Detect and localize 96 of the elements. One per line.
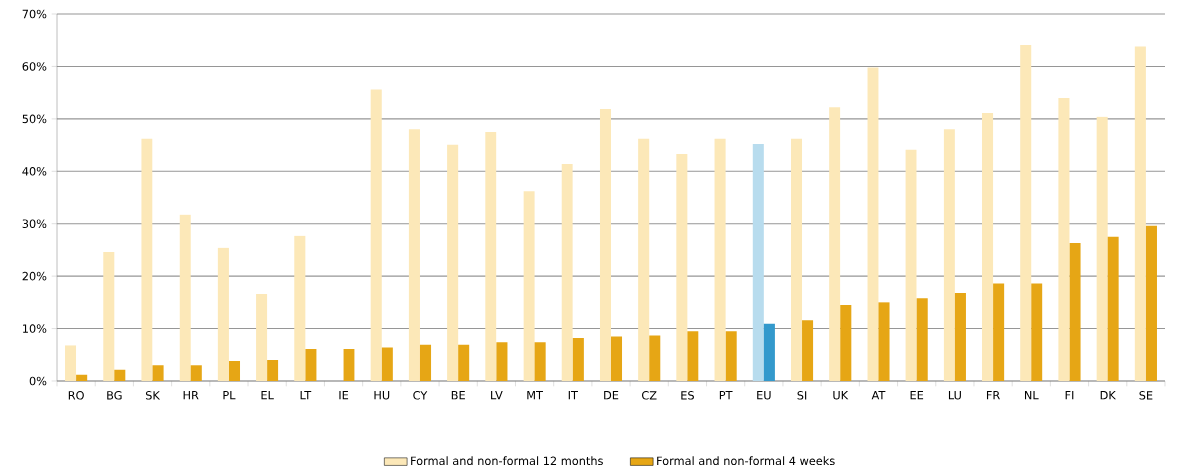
bar [496,342,508,381]
bar [676,153,688,381]
bar [1107,236,1119,381]
x-tick-label: IE [339,390,349,400]
bar [916,298,928,381]
bar [802,320,814,381]
bar [752,143,764,381]
x-tick-label: LV [491,390,503,400]
bar [447,144,459,381]
y-tick-label: 60% [22,62,47,71]
bar [419,344,432,381]
bar [1096,116,1108,381]
bar [152,365,164,381]
bar [381,347,393,381]
x-tick-label: EL [261,390,274,400]
x-tick-label: PL [223,390,236,400]
x-tick-label: MT [527,390,543,400]
legend-label: Formal and non-formal 4 weeks [657,456,835,465]
bar [408,129,420,381]
bar [1134,46,1146,381]
bar [228,360,241,381]
bar [1058,97,1070,381]
x-tick-label: DE [604,390,619,400]
bar [649,335,661,381]
bar [954,292,966,381]
y-tick-label: 50% [22,114,47,124]
bar [256,293,268,381]
x-tick-label: EU [757,390,771,400]
bar [458,344,470,381]
bar [65,345,77,381]
x-tick-label: IT [568,390,578,400]
x-tick-label: SI [797,390,807,400]
x-tick-label: DK [1100,390,1117,400]
bar [790,138,803,381]
bar [561,163,573,381]
bar [867,67,879,381]
bar [1020,44,1032,381]
bar [305,348,317,381]
bar [370,89,382,381]
x-tick-label: LU [948,390,961,400]
x-tick-label: CY [413,390,428,400]
x-tick-label: NL [1024,390,1039,400]
bar [611,336,623,381]
x-tick-label: ES [681,390,694,400]
bar [343,348,355,381]
bar [534,342,546,381]
bar [1031,283,1043,381]
bar [572,337,584,381]
bar [267,359,279,381]
x-tick-label: UK [833,390,849,400]
y-tick-label: 20% [22,271,47,281]
bar [638,138,650,381]
bar [687,331,699,381]
x-tick-label: BG [107,390,122,400]
bar [114,369,126,381]
bar [190,365,202,381]
bar [905,149,917,381]
x-tick-label: SE [1139,390,1153,400]
bar [485,131,497,381]
bar [103,251,115,381]
bar [714,138,726,381]
x-tick-label: BE [451,390,465,400]
legend-label: Formal and non-formal 12 months [411,456,603,465]
bar [76,374,88,381]
bar [141,138,153,381]
bar [599,108,611,381]
bar [725,331,737,381]
bar [294,235,306,381]
bar [1145,225,1157,381]
bar [829,107,841,381]
x-tick-label: HU [374,390,390,400]
x-tick-label: RO [68,390,84,400]
bar [878,302,890,381]
bar [179,214,191,381]
x-tick-label: FR [986,390,1000,400]
x-tick-label: HR [183,390,199,400]
bar [523,191,535,381]
x-tick-label: FI [1065,390,1074,400]
x-tick-label: AT [871,390,886,400]
bar [217,247,229,381]
bar [840,304,852,381]
bar [763,323,775,381]
x-tick-label: PT [719,390,733,400]
x-tick-label: LT [300,390,312,400]
y-tick-label: 40% [22,166,47,176]
x-tick-label: EE [910,390,924,400]
x-tick-label: CZ [642,390,657,400]
y-tick-label: 30% [22,219,47,228]
x-tick-label: SK [145,390,161,400]
y-tick-label: 70% [22,9,47,19]
bar [1069,242,1081,381]
y-tick-label: 10% [23,324,47,333]
y-tick-label: 0% [29,376,47,386]
bar [943,129,955,381]
bar [993,283,1005,381]
bar [981,112,994,381]
